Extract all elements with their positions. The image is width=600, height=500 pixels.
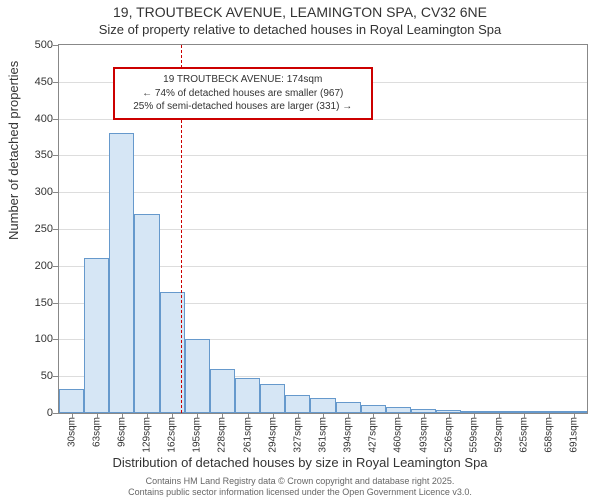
x-tick-mark: [172, 413, 173, 419]
y-tick-mark: [53, 155, 59, 156]
x-tick-mark: [122, 413, 123, 419]
credits-line1: Contains HM Land Registry data © Crown c…: [0, 476, 600, 487]
histogram-bar: [336, 402, 361, 413]
x-tick-mark: [373, 413, 374, 419]
y-tick-mark: [53, 339, 59, 340]
y-tick-mark: [53, 303, 59, 304]
page-subtitle: Size of property relative to detached ho…: [0, 22, 600, 37]
y-tick-mark: [53, 119, 59, 120]
x-tick-mark: [298, 413, 299, 419]
histogram-bar: [109, 133, 134, 413]
y-tick-mark: [53, 192, 59, 193]
x-tick-mark: [97, 413, 98, 419]
histogram-bar: [134, 214, 159, 413]
x-tick-mark: [398, 413, 399, 419]
x-tick-mark: [424, 413, 425, 419]
x-axis-label: Distribution of detached houses by size …: [0, 455, 600, 470]
x-tick-mark: [273, 413, 274, 419]
credits-line2: Contains public sector information licen…: [0, 487, 600, 498]
credits: Contains HM Land Registry data © Crown c…: [0, 476, 600, 499]
x-tick-mark: [524, 413, 525, 419]
x-tick-mark: [549, 413, 550, 419]
histogram-bar: [84, 258, 109, 413]
y-tick-mark: [53, 413, 59, 414]
annotation-line3: 25% of semi-detached houses are larger (…: [123, 100, 363, 114]
y-tick-mark: [53, 82, 59, 83]
x-tick-mark: [474, 413, 475, 419]
histogram-bar: [260, 384, 285, 413]
x-tick-mark: [449, 413, 450, 419]
chart-plot-area: 05010015020025030035040045050030sqm63sqm…: [58, 44, 588, 414]
annotation-box: 19 TROUTBECK AVENUE: 174sqm← 74% of deta…: [113, 67, 373, 120]
x-tick-mark: [72, 413, 73, 419]
histogram-bar: [185, 339, 210, 413]
y-tick-mark: [53, 376, 59, 377]
annotation-line2: ← 74% of detached houses are smaller (96…: [123, 87, 363, 101]
gridline-h: [59, 155, 587, 156]
page-title: 19, TROUTBECK AVENUE, LEAMINGTON SPA, CV…: [0, 4, 600, 20]
x-tick-mark: [499, 413, 500, 419]
histogram-bar: [361, 405, 386, 413]
histogram-bar: [59, 389, 84, 413]
x-tick-mark: [147, 413, 148, 419]
histogram-bar: [235, 378, 260, 413]
y-axis-label: Number of detached properties: [6, 61, 21, 240]
x-tick-mark: [197, 413, 198, 419]
x-tick-mark: [348, 413, 349, 419]
y-tick-mark: [53, 266, 59, 267]
gridline-h: [59, 192, 587, 193]
histogram-bar: [285, 395, 310, 413]
y-tick-mark: [53, 229, 59, 230]
histogram-bar: [210, 369, 235, 413]
y-tick-mark: [53, 45, 59, 46]
histogram-bar: [310, 398, 335, 413]
x-tick-mark: [323, 413, 324, 419]
x-tick-mark: [222, 413, 223, 419]
x-tick-mark: [248, 413, 249, 419]
x-tick-mark: [574, 413, 575, 419]
annotation-line1: 19 TROUTBECK AVENUE: 174sqm: [123, 73, 363, 87]
